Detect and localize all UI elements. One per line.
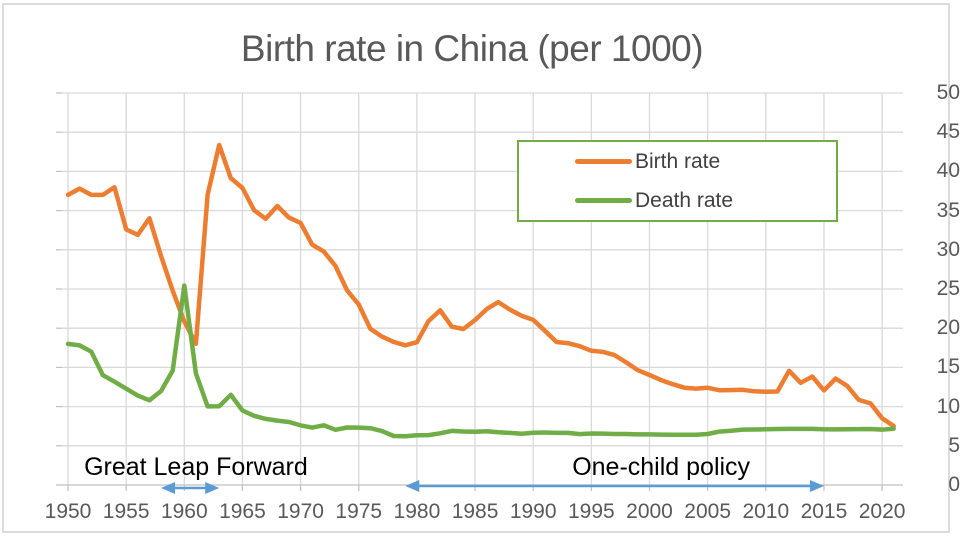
x-axis-label: 2000 [626, 500, 673, 523]
chart-title: Birth rate in China (per 1000) [240, 28, 704, 69]
y-axis-label: 40 [936, 159, 960, 183]
arrow-left-head [405, 480, 420, 492]
y-axis-label: 5 [948, 433, 960, 457]
x-axis-label: 2015 [800, 500, 848, 523]
x-axis-label: 2005 [684, 500, 731, 523]
x-axis-label: 1985 [451, 500, 499, 523]
legend-item: Birth rate [519, 142, 836, 181]
x-axis-label: 1960 [160, 500, 208, 523]
x-axis-label: 1990 [509, 500, 557, 523]
x-axis-label: 1965 [219, 500, 266, 523]
x-axis-label: 2010 [742, 500, 790, 523]
annotation-label: Great Leap Forward [84, 453, 308, 481]
x-axis-label: 1955 [102, 500, 150, 523]
y-axis-label: 30 [936, 237, 960, 261]
y-axis-label: 25 [936, 277, 960, 300]
y-axis-label: 50 [936, 81, 960, 104]
x-axis-label: 1970 [277, 500, 324, 523]
x-axis-label: 1995 [567, 500, 615, 523]
x-axis-label: 1950 [44, 500, 92, 523]
legend-label: Birth rate [635, 149, 721, 173]
annotation-label: One-child policy [572, 453, 751, 481]
x-axis-label: 1980 [393, 500, 441, 523]
legend-line-swatch [575, 198, 632, 203]
arrow-left-head [161, 482, 176, 494]
legend-line-swatch [575, 159, 632, 164]
y-axis-label: 45 [936, 120, 960, 144]
x-axis-label: 2020 [858, 500, 906, 523]
y-axis-label: 0 [948, 473, 960, 496]
legend: Birth rate Death rate [517, 140, 838, 222]
y-axis-label: 15 [936, 355, 960, 379]
arrow-right-head [809, 480, 824, 492]
death-rate-line [65, 283, 896, 439]
arrow-right-head [205, 482, 220, 494]
y-axis-label: 20 [936, 316, 960, 340]
y-axis-label: 10 [936, 394, 960, 418]
chart-frame [2, 3, 950, 533]
birth-rate-line [65, 142, 896, 429]
legend-label: Death rate [635, 188, 734, 212]
y-axis-label: 35 [936, 198, 960, 222]
x-axis-label: 1975 [335, 500, 383, 523]
legend-item: Death rate [519, 181, 836, 220]
